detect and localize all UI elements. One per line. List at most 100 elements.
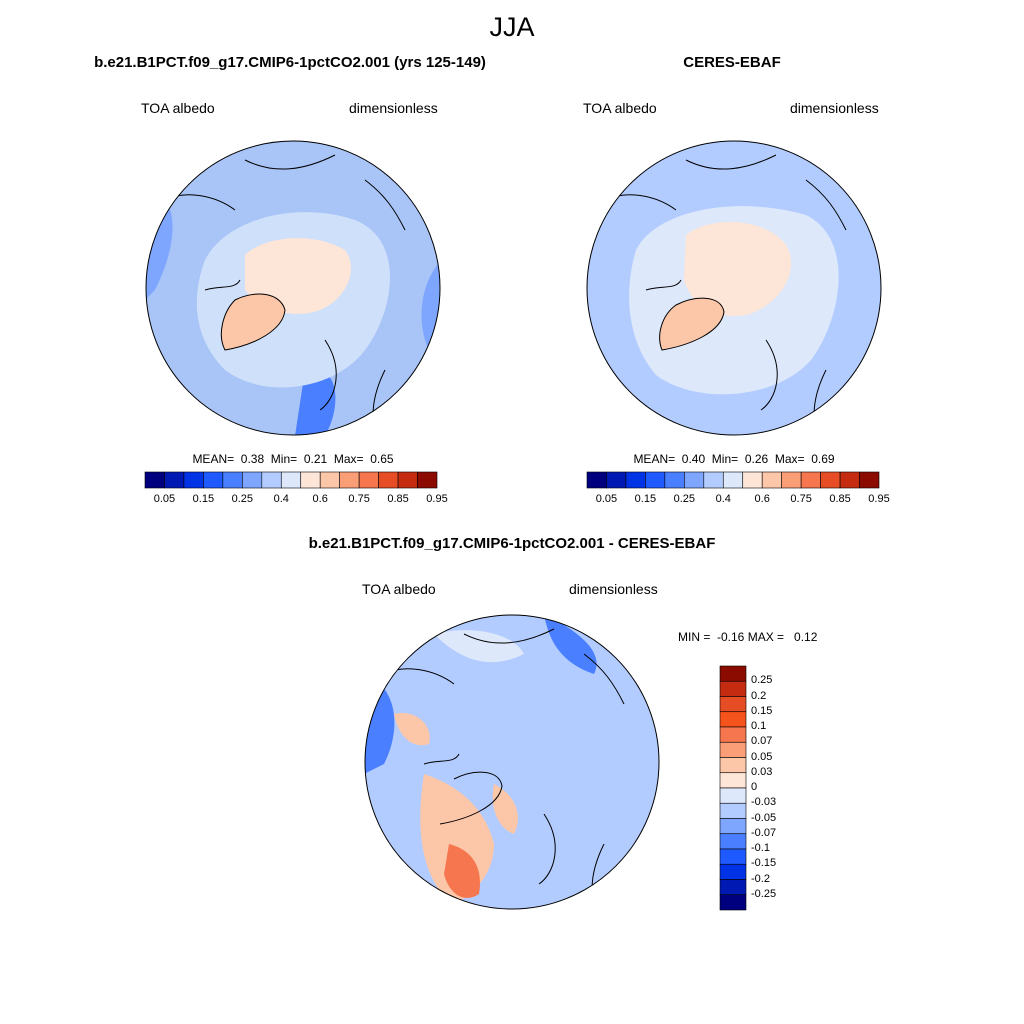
panel-variable-label-obs: TOA albedo (583, 100, 657, 116)
colorbar-tick-label: 0.85 (829, 493, 851, 505)
colorbar-tick-label: -0.1 (751, 842, 770, 854)
colorbar-tick-label: 0.07 (751, 735, 773, 748)
colorbar-swatch (742, 471, 763, 489)
colorbar-swatch (586, 471, 607, 489)
panel-title-diff: b.e21.B1PCT.f09_g17.CMIP6-1pctCO2.001 - … (308, 535, 716, 552)
colorbar-model (144, 471, 438, 489)
colorbar-labels-obs: 0.05 0.15 0.25 0.4 0.6 0.75 0.85 0.95 (587, 493, 890, 507)
sea-ice-region (684, 222, 792, 316)
colorbar-swatch (703, 471, 724, 489)
colorbar-swatch (719, 787, 747, 804)
colorbar-tick-label: 0.6 (312, 493, 328, 505)
polar-map-model (145, 140, 441, 436)
colorbar-tick-label: 0.75 (790, 493, 812, 505)
colorbar-tick-label: 0.85 (387, 493, 409, 505)
positive-region (492, 784, 518, 834)
colorbar-swatch (417, 471, 438, 489)
colorbar-tick-label: 0.25 (673, 493, 696, 505)
colorbar-swatch (719, 726, 747, 743)
colorbar-tick-label: 0.4 (273, 493, 289, 505)
figure-title: JJA (489, 12, 535, 42)
colorbar-swatch (397, 471, 418, 489)
colorbar-tick-label: 0.15 (192, 493, 215, 505)
colorbar-tick-label: 0.6 (754, 493, 770, 505)
colorbar-tick-label: 0.75 (348, 493, 370, 505)
colorbar-tick-label: 0.05 (751, 750, 773, 763)
panel-variable-label-diff: TOA albedo (362, 581, 436, 597)
panel-variable-label-model: TOA albedo (141, 100, 215, 116)
colorbar-swatch (203, 471, 224, 489)
difference-field (365, 615, 659, 909)
panel-title-model: b.e21.B1PCT.f09_g17.CMIP6-1pctCO2.001 (y… (94, 54, 486, 71)
colorbar-tick-label: -0.25 (751, 887, 777, 900)
panel-units-label-obs: dimensionless (790, 100, 879, 116)
colorbar-swatch (719, 741, 747, 758)
colorbar-tick-label: 0.2 (751, 689, 767, 702)
colorbar-swatch (625, 471, 646, 489)
colorbar-swatch (719, 863, 747, 880)
colorbar-swatch (319, 471, 340, 489)
panel-stats-diff: MIN = -0.16 MAX = 0.12 (678, 630, 818, 644)
coastline (383, 628, 625, 905)
colorbar-swatch (645, 471, 666, 489)
colorbar-tick-label: 0.25 (231, 493, 254, 505)
panel-units-label-model: dimensionless (349, 100, 438, 116)
colorbar-tick-label: -0.15 (751, 857, 777, 870)
neutral-region (434, 630, 524, 663)
colorbar-tick-label: 0.95 (426, 493, 448, 505)
colorbar-tick-label: 0.25 (751, 674, 773, 687)
colorbar-swatch (719, 818, 747, 835)
colorbar-swatch (684, 471, 705, 489)
colorbar-swatch (280, 471, 302, 489)
colorbar-swatch (719, 802, 747, 819)
panel-units-label-diff: dimensionless (569, 581, 658, 597)
colorbar-swatch (719, 665, 747, 682)
colorbar-diff (719, 665, 747, 911)
colorbar-swatch (300, 471, 321, 489)
greenland (220, 293, 286, 351)
colorbar-tick-label: 0.95 (868, 493, 890, 505)
colorbar-obs (586, 471, 880, 489)
colorbar-swatch (761, 471, 782, 489)
colorbar-swatch (144, 471, 165, 489)
colorbar-tick-label: 0.4 (715, 493, 731, 505)
colorbar-swatch (606, 471, 627, 489)
colorbar-swatch (722, 471, 744, 489)
colorbar-swatch (358, 471, 379, 489)
colorbar-tick-label: -0.2 (751, 872, 770, 885)
colorbar-swatch (800, 471, 821, 489)
colorbar-swatch (164, 471, 185, 489)
colorbar-swatch (820, 471, 841, 489)
colorbar-swatch (719, 772, 747, 789)
panel-title-obs: CERES-EBAF (683, 54, 781, 71)
coastline (605, 154, 847, 431)
colorbar-labels-diff: 0.25 0.2 0.15 0.1 0.07 0.05 0.03 0 -0.03 -0.05 -0.… (751, 666, 811, 910)
greenland (659, 297, 725, 351)
colorbar-tick-label: 0.05 (153, 493, 176, 505)
negative-region (544, 615, 597, 674)
polar-map-obs (586, 140, 882, 436)
colorbar-swatch (183, 471, 204, 489)
colorbar-tick-label: -0.03 (751, 796, 777, 809)
colorbar-swatch (719, 680, 747, 697)
dark-ocean-region (295, 368, 336, 435)
colorbar-tick-label: 0 (751, 781, 758, 793)
colorbar-swatch (242, 471, 263, 489)
panel-stats-obs: MEAN= 0.40 Min= 0.26 Max= 0.69 (633, 452, 835, 466)
colorbar-swatch (719, 757, 747, 774)
colorbar-tick-label: 0.1 (751, 720, 767, 732)
colorbar-tick-label: -0.05 (751, 811, 777, 824)
colorbar-tick-label: -0.07 (751, 826, 777, 839)
colorbar-tick-label: 0.05 (595, 493, 618, 505)
colorbar-swatch (339, 471, 360, 489)
colorbar-swatch (839, 471, 860, 489)
colorbar-swatch (719, 894, 747, 911)
colorbar-swatch (664, 471, 685, 489)
colorbar-swatch (378, 471, 399, 489)
colorbar-tick-label: 0.15 (751, 704, 773, 717)
strong-positive-region (444, 844, 480, 898)
colorbar-swatch (781, 471, 802, 489)
polar-map-diff (364, 614, 660, 910)
colorbar-swatch (719, 833, 747, 850)
colorbar-labels-model: 0.05 0.15 0.25 0.4 0.6 0.75 0.85 0.95 (145, 493, 448, 507)
